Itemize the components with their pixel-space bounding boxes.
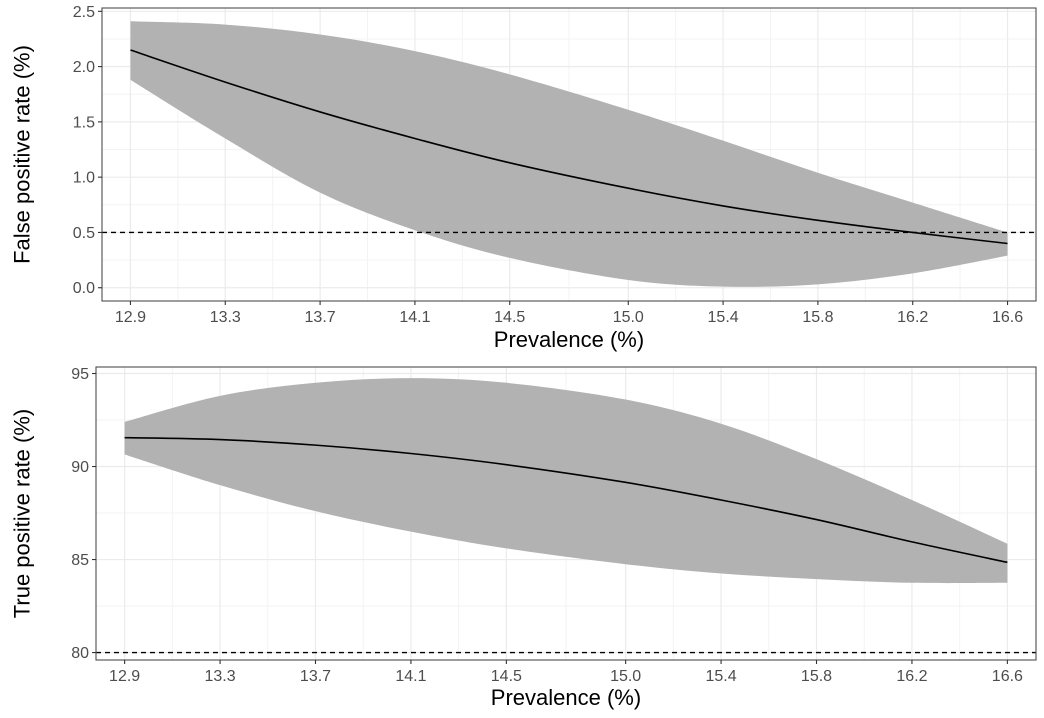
confidence-band [130,21,1008,287]
false-positive-rate-panel: 12.9 13.3 13.7 14.1 14.5 15.0 15.4 15.8 16.2 16.6… [10,4,1037,352]
x-axis-ticks: 12.9 13.3 13.7 14.1 14.5 15.0 15.4 15.8 16.2 16.6 [109,660,1023,685]
x-axis-title: Prevalence (%) [491,685,641,710]
x-tick-label: 16.2 [896,668,927,685]
y-tick-label: 0.5 [73,225,95,242]
x-tick-label: 13.3 [210,309,241,326]
x-tick-label: 14.5 [491,668,522,685]
x-tick-label: 16.6 [992,668,1023,685]
x-tick-label: 15.8 [802,309,833,326]
x-tick-label: 12.9 [115,309,146,326]
y-tick-label: 80 [71,645,89,662]
y-tick-label: 85 [71,552,89,569]
x-axis-ticks: 12.9 13.3 13.7 14.1 14.5 15.0 15.4 15.8 16.2 16.6 [115,301,1023,326]
confidence-band [124,378,1008,584]
estimate-line [124,436,1008,564]
x-tick-label: 13.3 [204,668,235,685]
y-tick-label: 1.5 [73,114,95,131]
x-tick-label: 13.7 [300,668,331,685]
y-tick-label: 2.5 [73,4,95,21]
y-tick-label: 95 [71,366,89,383]
panel-border [101,7,1037,302]
x-tick-label: 13.7 [305,309,336,326]
panel-border [95,366,1037,661]
y-tick-label: 90 [71,459,89,476]
x-tick-label: 16.6 [992,309,1023,326]
x-tick-label: 16.2 [897,309,928,326]
x-tick-label: 15.8 [801,668,832,685]
y-axis-ticks: 80 85 90 95 [71,366,96,662]
y-tick-label: 2.0 [73,59,95,76]
y-axis-title: False positive rate (%) [10,45,35,264]
x-tick-label: 15.0 [613,309,644,326]
x-tick-label: 12.9 [109,668,140,685]
x-tick-label: 15.0 [610,668,641,685]
x-tick-label: 14.5 [494,309,525,326]
x-axis-title: Prevalence (%) [494,327,644,352]
true-positive-rate-panel: 12.9 13.3 13.7 14.1 14.5 15.0 15.4 15.8 16.2 16.6… [10,366,1037,710]
x-tick-label: 14.1 [395,668,426,685]
y-axis-title: True positive rate (%) [10,409,35,618]
x-tick-label: 15.4 [706,668,737,685]
x-tick-label: 14.1 [399,309,430,326]
y-tick-label: 0.0 [73,280,95,297]
y-axis-ticks: 0.0 0.5 1.0 1.5 2.0 2.5 [73,4,102,297]
x-tick-label: 15.4 [708,309,739,326]
estimate-line [130,49,1008,245]
y-tick-label: 1.0 [73,170,95,187]
